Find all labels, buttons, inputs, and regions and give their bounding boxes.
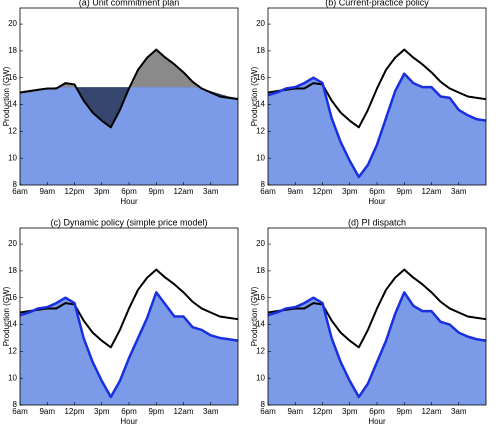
y-tick-label: 14 <box>8 100 17 109</box>
x-tick-label: 12am <box>421 187 441 196</box>
x-tick-label: 9pm <box>148 187 164 196</box>
x-tick-label: 6pm <box>121 187 137 196</box>
y-tick-label: 20 <box>8 239 17 248</box>
series-line <box>267 291 487 399</box>
x-tick-label: 3am <box>203 187 219 196</box>
y-tick-label: 20 <box>8 19 17 28</box>
x-tick-label: 3pm <box>342 187 358 196</box>
x-tick-label: 9am <box>287 407 303 416</box>
y-tick-label: 18 <box>8 46 17 55</box>
x-tick-label: 12am <box>173 407 193 416</box>
x-tick-label: 3am <box>451 187 467 196</box>
chart-title: (d) PI dispatch <box>348 217 406 227</box>
x-tick-label: 3pm <box>342 407 358 416</box>
y-tick-label: 10 <box>256 373 265 382</box>
y-tick-label: 20 <box>256 239 265 248</box>
x-tick-label: 9am <box>39 407 55 416</box>
x-tick-label: 3pm <box>94 407 110 416</box>
y-tick-label: 18 <box>8 266 17 275</box>
chart-title: (b) Current-practice policy <box>325 0 429 7</box>
y-tick-label: 8 <box>261 180 266 189</box>
y-axis-label: Production (GW) <box>250 286 259 346</box>
x-tick-label: 6pm <box>369 407 385 416</box>
x-axis-label: Hour <box>120 417 138 426</box>
x-tick-label: 6am <box>12 407 28 416</box>
x-axis-label: Hour <box>368 197 386 206</box>
x-tick-label: 9am <box>39 187 55 196</box>
x-tick-label: 6pm <box>121 407 137 416</box>
y-tick-label: 16 <box>256 73 265 82</box>
x-tick-label: 9am <box>287 187 303 196</box>
y-axis-label: Production (GW) <box>2 286 11 346</box>
x-tick-label: 3am <box>203 407 219 416</box>
y-tick-label: 8 <box>13 180 18 189</box>
x-axis-label: Hour <box>368 417 386 426</box>
series-line <box>19 48 239 129</box>
y-tick-label: 10 <box>256 153 265 162</box>
y-tick-label: 10 <box>8 153 17 162</box>
x-tick-label: 6pm <box>369 187 385 196</box>
x-tick-label: 9pm <box>396 407 412 416</box>
y-tick-label: 18 <box>256 46 265 55</box>
chart-title: (c) Dynamic policy (simple price model) <box>50 217 207 227</box>
y-tick-label: 12 <box>256 126 265 135</box>
y-tick-label: 8 <box>261 400 266 409</box>
x-tick-label: 3am <box>451 407 467 416</box>
series-line <box>267 268 487 349</box>
y-tick-label: 14 <box>8 320 17 329</box>
x-tick-label: 9pm <box>396 187 412 196</box>
x-tick-label: 12pm <box>64 187 84 196</box>
y-tick-label: 14 <box>256 100 265 109</box>
production-area <box>20 292 238 405</box>
y-tick-label: 10 <box>8 373 17 382</box>
chart-title: (a) Unit commitment plan <box>79 0 180 7</box>
y-tick-label: 8 <box>13 400 18 409</box>
x-tick-label: 12am <box>421 407 441 416</box>
x-tick-label: 12pm <box>312 187 332 196</box>
series-line <box>267 72 487 179</box>
x-tick-label: 6am <box>12 187 28 196</box>
x-tick-label: 3pm <box>94 187 110 196</box>
y-axis-label: Production (GW) <box>250 66 259 126</box>
y-tick-label: 16 <box>8 73 17 82</box>
x-tick-label: 12am <box>173 187 193 196</box>
y-axis-label: Production (GW) <box>2 66 11 126</box>
x-tick-label: 6am <box>260 187 276 196</box>
series-line <box>19 291 239 399</box>
y-tick-label: 12 <box>8 126 17 135</box>
series-line <box>267 48 487 129</box>
production-area <box>268 292 486 405</box>
x-tick-label: 12pm <box>64 407 84 416</box>
y-tick-label: 12 <box>256 346 265 355</box>
y-tick-label: 14 <box>256 320 265 329</box>
y-tick-label: 20 <box>256 19 265 28</box>
series-line <box>19 268 239 349</box>
y-tick-label: 16 <box>256 293 265 302</box>
production-area <box>268 73 486 185</box>
y-tick-label: 12 <box>8 346 17 355</box>
x-tick-label: 9pm <box>148 407 164 416</box>
x-tick-label: 12pm <box>312 407 332 416</box>
x-axis-label: Hour <box>120 197 138 206</box>
y-tick-label: 16 <box>8 293 17 302</box>
y-tick-label: 18 <box>256 266 265 275</box>
served-area <box>20 87 238 185</box>
x-tick-label: 6am <box>260 407 276 416</box>
